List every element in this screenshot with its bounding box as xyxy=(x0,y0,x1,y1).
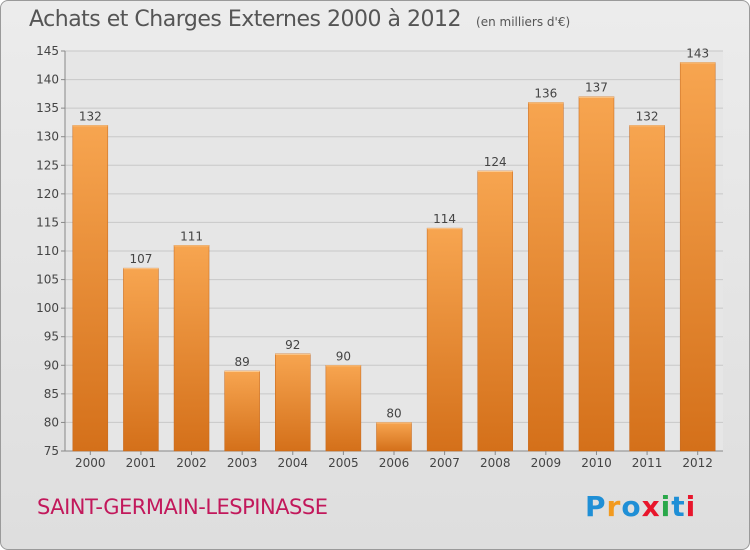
bar-value-label: 80 xyxy=(386,406,401,420)
logo-letter: P xyxy=(585,490,607,523)
proxiti-logo: Proxiti xyxy=(585,490,696,523)
y-tick-label: 105 xyxy=(36,273,59,287)
bar xyxy=(123,267,159,452)
commune-name: SAINT-GERMAIN-LESPINASSE xyxy=(37,495,328,519)
logo-letter: t xyxy=(671,490,686,523)
bar-value-label: 92 xyxy=(285,338,300,352)
bar xyxy=(325,365,362,452)
logo-letter: i xyxy=(685,490,697,523)
bar-value-label: 143 xyxy=(686,46,709,60)
y-tick-label: 135 xyxy=(36,101,59,115)
bar xyxy=(275,353,311,452)
bar-value-label: 124 xyxy=(484,155,507,169)
y-tick-label: 80 xyxy=(44,415,59,429)
bar xyxy=(224,370,260,452)
logo-letter: r xyxy=(606,490,622,523)
y-tick-label: 115 xyxy=(36,215,59,229)
y-tick-label: 95 xyxy=(44,330,59,344)
y-tick-label: 120 xyxy=(36,187,59,201)
bar-value-label: 132 xyxy=(636,109,659,123)
x-tick-label: 2009 xyxy=(531,456,562,470)
chart-title: Achats et Charges Externes 2000 à 2012 xyxy=(29,7,461,32)
bar-value-label: 132 xyxy=(79,109,102,123)
bar xyxy=(72,125,109,452)
bar-value-label: 90 xyxy=(336,349,351,363)
logo-letter: x xyxy=(641,490,661,523)
chart-subtitle: (en milliers d'€) xyxy=(476,15,571,29)
x-tick-label: 2001 xyxy=(126,456,157,470)
x-tick-label: 2003 xyxy=(227,456,258,470)
bar-value-label: 137 xyxy=(585,81,608,95)
bar xyxy=(528,102,564,452)
logo-letter: i xyxy=(660,490,672,523)
bar xyxy=(679,62,716,452)
x-tick-label: 2012 xyxy=(682,456,713,470)
x-tick-label: 2010 xyxy=(581,456,612,470)
y-tick-label: 125 xyxy=(36,158,59,172)
x-tick-label: 2006 xyxy=(379,456,410,470)
y-tick-label: 85 xyxy=(44,387,59,401)
bar xyxy=(629,125,665,452)
bar xyxy=(426,227,463,452)
x-tick-label: 2011 xyxy=(632,456,663,470)
x-tick-label: 2004 xyxy=(277,456,308,470)
bar xyxy=(578,96,615,452)
bar-value-label: 89 xyxy=(235,355,250,369)
bar xyxy=(173,245,210,452)
x-tick-label: 2002 xyxy=(176,456,207,470)
bar xyxy=(477,170,513,452)
y-tick-label: 90 xyxy=(44,358,59,372)
y-tick-label: 140 xyxy=(36,73,59,87)
bar-value-label: 114 xyxy=(433,212,456,226)
x-tick-label: 2008 xyxy=(480,456,511,470)
x-tick-label: 2007 xyxy=(429,456,460,470)
x-tick-label: 2005 xyxy=(328,456,359,470)
bar-value-label: 136 xyxy=(534,86,557,100)
bar-value-label: 111 xyxy=(180,229,203,243)
bar xyxy=(376,422,412,452)
bar-value-label: 107 xyxy=(129,252,152,266)
y-tick-label: 130 xyxy=(36,130,59,144)
y-tick-label: 145 xyxy=(36,44,59,58)
y-tick-label: 75 xyxy=(44,444,59,458)
x-tick-label: 2000 xyxy=(75,456,106,470)
y-tick-label: 100 xyxy=(36,301,59,315)
y-tick-label: 110 xyxy=(36,244,59,258)
title-block: Achats et Charges Externes 2000 à 2012 (… xyxy=(29,7,570,32)
logo-letter: o xyxy=(621,490,642,523)
